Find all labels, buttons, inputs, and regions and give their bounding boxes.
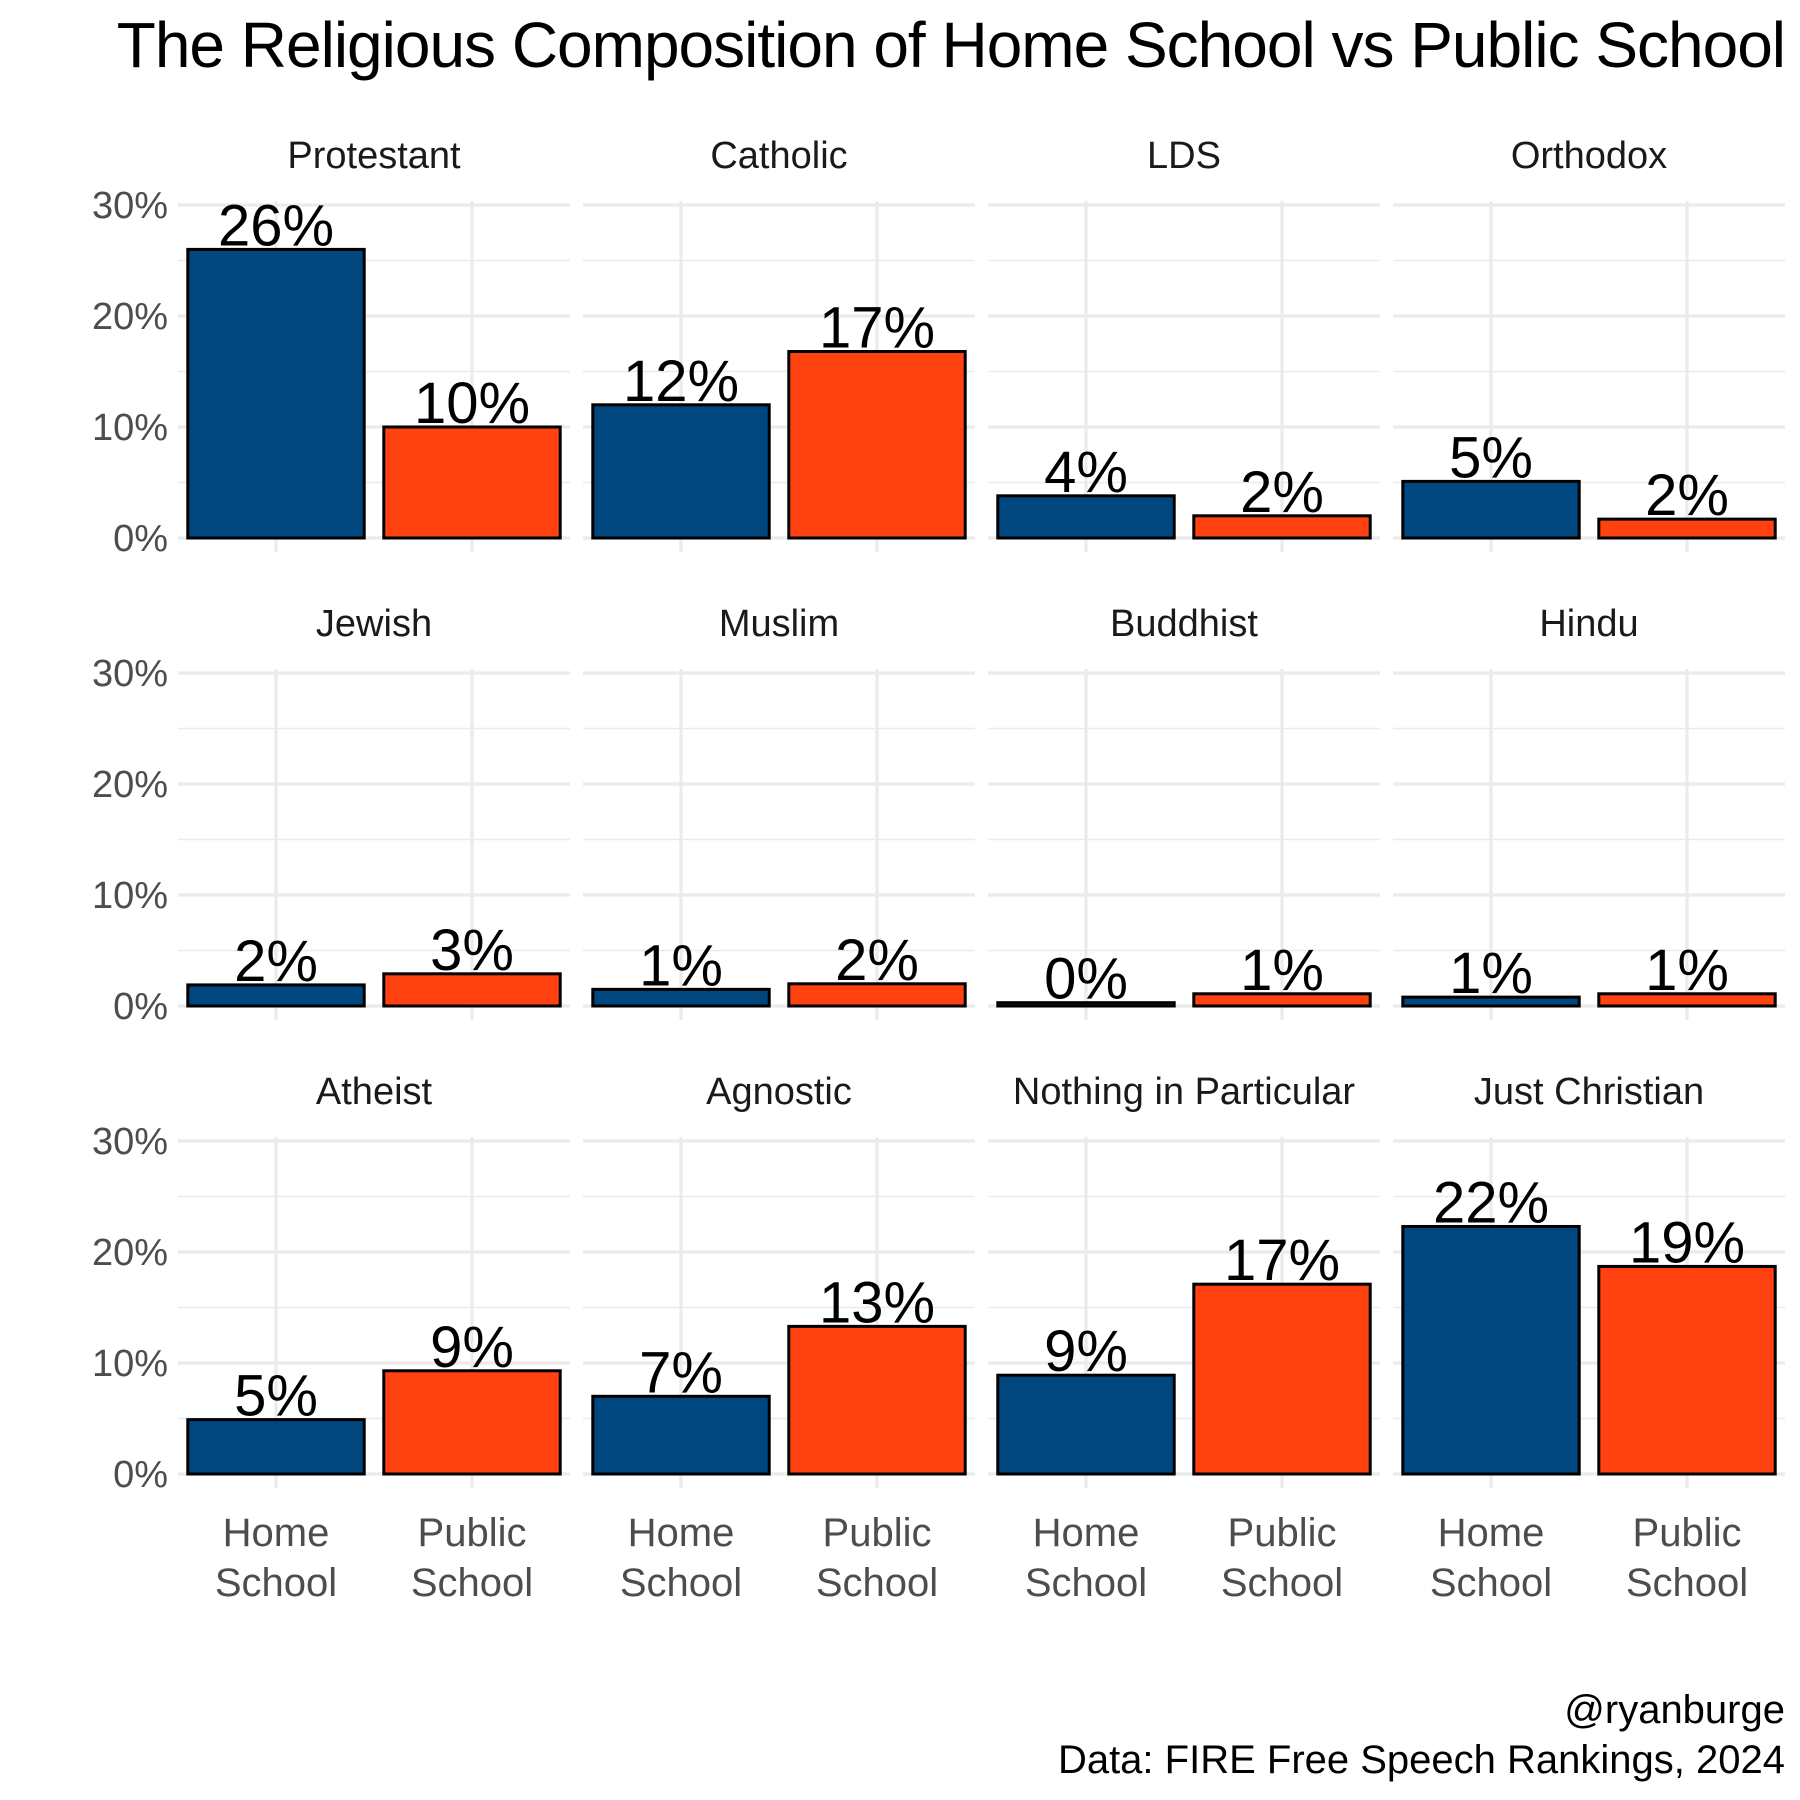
y-tick-label: 10% <box>92 1343 168 1385</box>
y-tick-label: 20% <box>92 764 168 806</box>
panel-title-protestant: Protestant <box>287 135 461 177</box>
x-tick-label: School <box>1221 1561 1343 1605</box>
bar-muslim-home-school <box>591 987 771 1008</box>
panel-title-muslim: Muslim <box>719 603 839 645</box>
data-label: 7% <box>639 1340 723 1405</box>
y-tick-label: 0% <box>113 986 168 1028</box>
bar-protestant-public-school <box>382 425 562 540</box>
panel-title-buddhist: Buddhist <box>1110 603 1258 645</box>
y-tick-label: 20% <box>92 296 168 338</box>
panel-title-just-christian: Just Christian <box>1474 1071 1704 1113</box>
bar-just-christian-public-school <box>1597 1264 1777 1476</box>
panel-title-catholic: Catholic <box>710 135 847 177</box>
bar-atheist-public-school <box>382 1369 562 1476</box>
x-tick-label: Public <box>1228 1511 1337 1555</box>
y-tick-label: 0% <box>113 1454 168 1496</box>
y-tick-label: 0% <box>113 518 168 560</box>
bar-nothing-in-particular-home-school <box>996 1373 1176 1476</box>
data-label: 1% <box>1645 938 1729 1003</box>
data-label: 17% <box>1224 1228 1340 1293</box>
bar-lds-home-school <box>996 494 1176 540</box>
bar-agnostic-public-school <box>787 1324 967 1476</box>
bar-just-christian-home-school <box>1401 1224 1581 1476</box>
x-tick-label: Home <box>1438 1511 1545 1555</box>
panel-title-nothing-in-particular: Nothing in Particular <box>1013 1071 1356 1113</box>
x-tick-label: School <box>215 1561 337 1605</box>
x-tick-label: School <box>1430 1561 1552 1605</box>
y-tick-label: 30% <box>92 185 168 227</box>
x-tick-label: Public <box>418 1511 527 1555</box>
data-label: 26% <box>218 193 334 258</box>
data-label: 2% <box>1645 463 1729 528</box>
x-tick-label: Home <box>1033 1511 1140 1555</box>
y-tick-label: 10% <box>92 407 168 449</box>
x-tick-label: Home <box>223 1511 330 1555</box>
bar-catholic-home-school <box>591 403 771 540</box>
bar-hindu-public-school <box>1597 992 1777 1008</box>
y-tick-label: 30% <box>92 1121 168 1163</box>
x-tick-label: Home <box>628 1511 735 1555</box>
data-label: 22% <box>1433 1170 1549 1235</box>
panel-title-jewish: Jewish <box>316 603 432 645</box>
bar-nothing-in-particular-public-school <box>1192 1282 1372 1476</box>
x-tick-label: School <box>1626 1561 1748 1605</box>
panel-title-agnostic: Agnostic <box>706 1071 852 1113</box>
x-tick-label: School <box>411 1561 533 1605</box>
panel-title-orthodox: Orthodox <box>1511 135 1667 177</box>
bar-muslim-public-school <box>787 982 967 1008</box>
bar-buddhist-home-school <box>996 1001 1176 1008</box>
data-label: 10% <box>414 371 530 436</box>
data-label: 1% <box>639 933 723 998</box>
bar-jewish-home-school <box>186 983 366 1008</box>
panel-title-lds: LDS <box>1147 135 1221 177</box>
caption-source: Data: FIRE Free Speech Rankings, 2024 <box>1057 1738 1785 1782</box>
data-label: 0% <box>1044 947 1128 1012</box>
panel-title-atheist: Atheist <box>316 1071 433 1113</box>
x-tick-label: School <box>1025 1561 1147 1605</box>
data-label: 2% <box>835 928 919 993</box>
bar-buddhist-public-school <box>1192 992 1372 1008</box>
bar-protestant-home-school <box>186 247 366 540</box>
x-tick-label: Public <box>823 1511 932 1555</box>
bar-atheist-home-school <box>186 1418 366 1476</box>
data-label: 9% <box>1044 1319 1128 1384</box>
data-label: 19% <box>1629 1210 1745 1275</box>
chart-title: The Religious Composition of Home School… <box>116 9 1786 81</box>
caption-handle: @ryanburge <box>1564 1688 1785 1732</box>
data-label: 9% <box>430 1315 514 1380</box>
bar-agnostic-home-school <box>591 1394 771 1476</box>
data-label: 4% <box>1044 440 1128 505</box>
data-label: 13% <box>819 1270 935 1335</box>
x-tick-label: School <box>620 1561 742 1605</box>
bar-orthodox-public-school <box>1597 517 1777 540</box>
bar-lds-public-school <box>1192 514 1372 540</box>
data-label: 2% <box>234 929 318 994</box>
data-label: 5% <box>234 1364 318 1429</box>
bar-hindu-home-school <box>1401 995 1581 1008</box>
y-tick-label: 20% <box>92 1232 168 1274</box>
x-tick-label: Public <box>1633 1511 1742 1555</box>
y-tick-label: 30% <box>92 653 168 695</box>
bar-catholic-public-school <box>787 350 967 540</box>
data-label: 1% <box>1240 938 1324 1003</box>
x-tick-label: School <box>816 1561 938 1605</box>
bar-orthodox-home-school <box>1401 479 1581 540</box>
data-label: 12% <box>623 349 739 414</box>
panel-title-hindu: Hindu <box>1539 603 1638 645</box>
data-label: 2% <box>1240 460 1324 525</box>
y-tick-label: 10% <box>92 875 168 917</box>
bar-jewish-public-school <box>382 972 562 1008</box>
data-label: 5% <box>1449 425 1533 490</box>
data-label: 1% <box>1449 941 1533 1006</box>
data-label: 17% <box>819 296 935 361</box>
data-label: 3% <box>430 918 514 983</box>
